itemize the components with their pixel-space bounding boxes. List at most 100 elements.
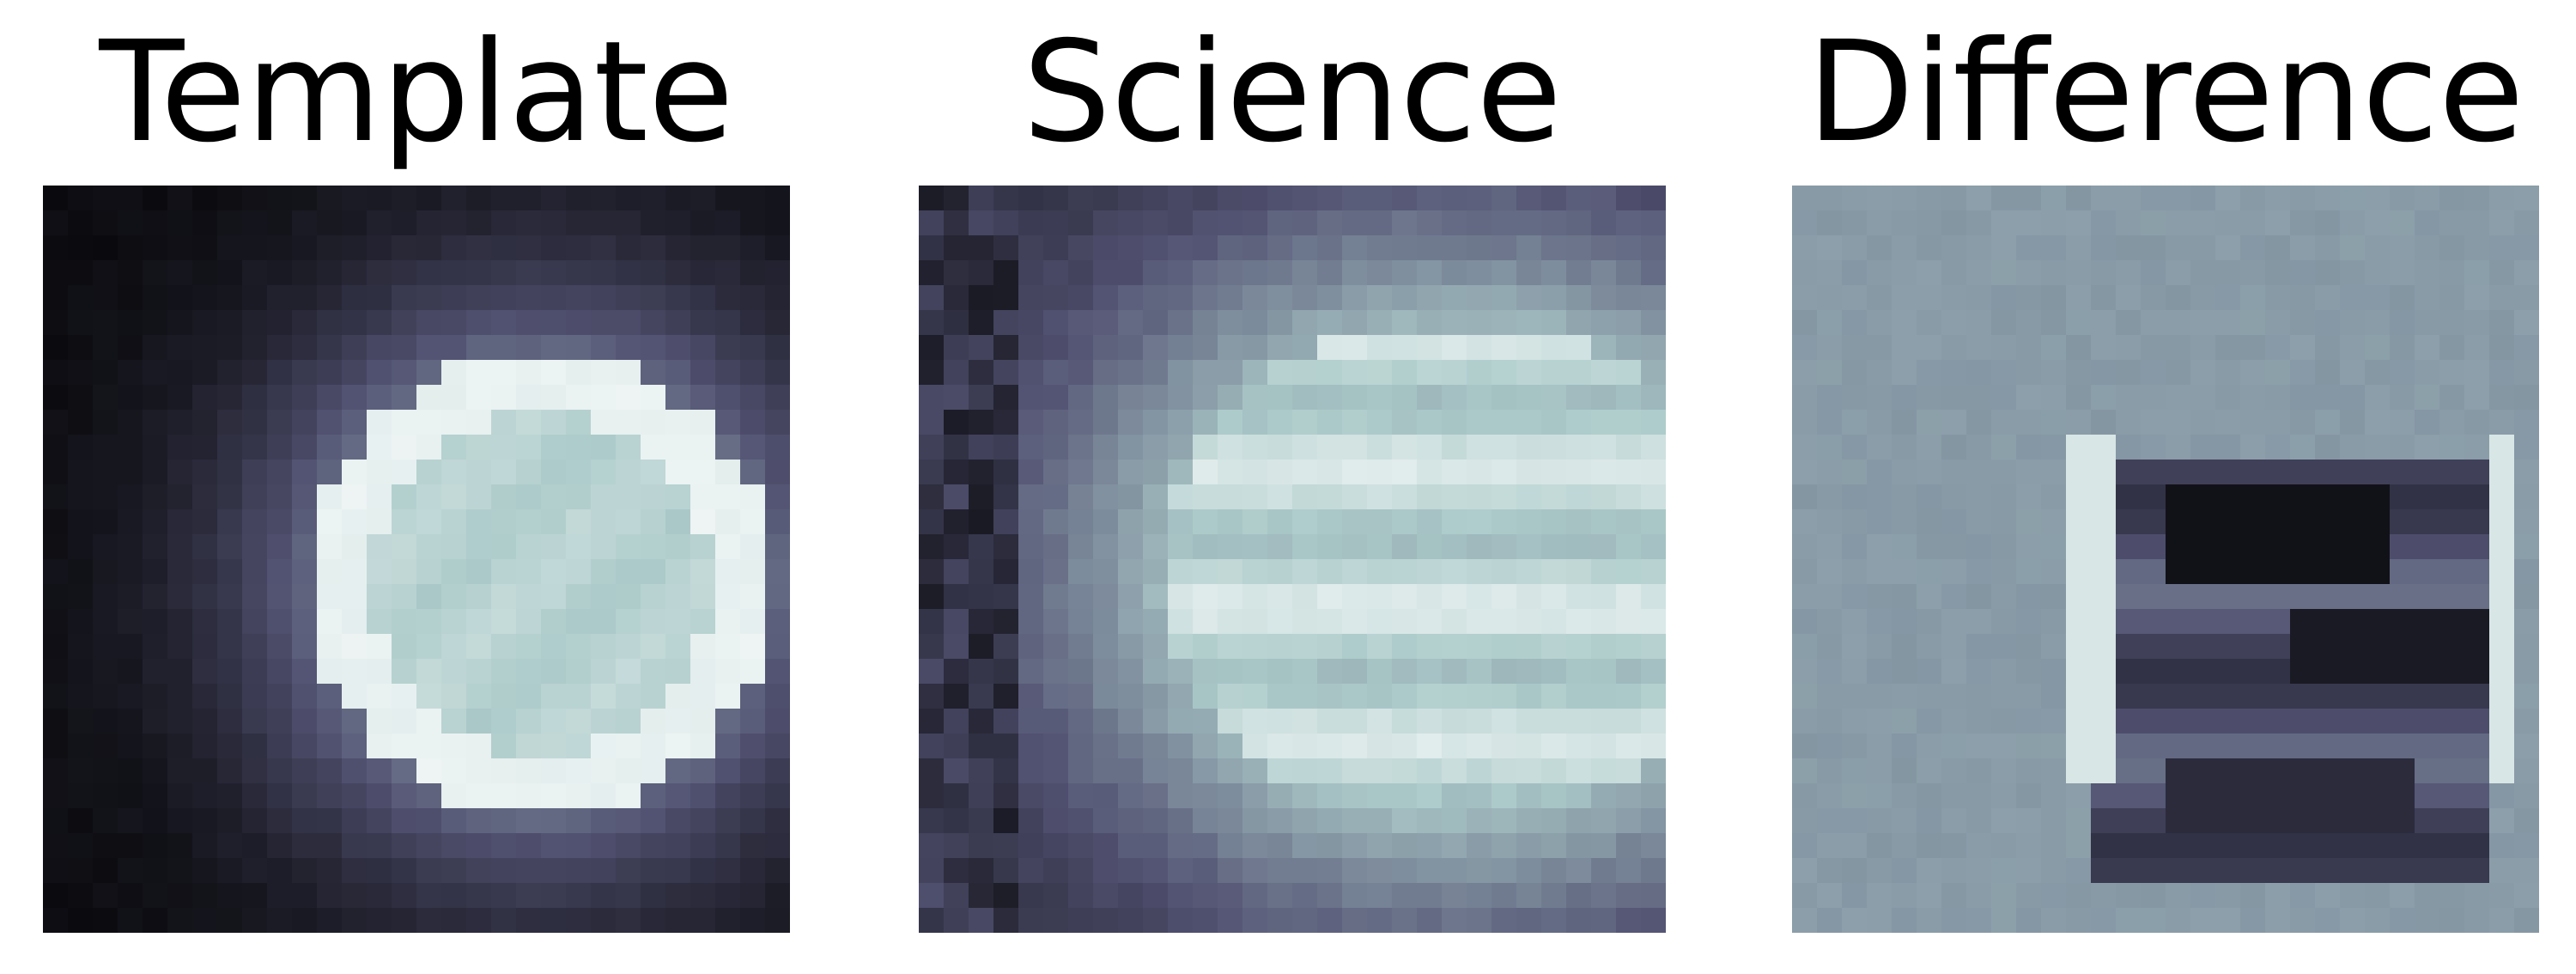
template-pixel: [167, 260, 193, 286]
difference-pixel: [2240, 410, 2266, 435]
template-pixel: [267, 584, 293, 610]
science-pixel: [1541, 260, 1567, 286]
difference-pixel: [1966, 883, 1992, 909]
science-pixel: [1367, 484, 1393, 510]
template-pixel: [690, 186, 716, 211]
template-pixel: [466, 709, 492, 734]
science-pixel: [1616, 534, 1642, 560]
difference-pixel: [1817, 285, 1843, 311]
template-pixel: [616, 709, 641, 734]
science-pixel: [1093, 210, 1119, 236]
science-pixel: [1392, 709, 1418, 734]
template-pixel: [665, 634, 691, 660]
difference-pixel: [1817, 684, 1843, 709]
template-pixel: [217, 808, 243, 834]
template-pixel: [93, 534, 118, 560]
science-pixel: [1492, 659, 1517, 685]
difference-pixel: [2166, 559, 2191, 585]
science-pixel: [1018, 659, 1044, 685]
template-pixel: [317, 833, 343, 859]
template-pixel: [43, 210, 69, 236]
difference-pixel: [2240, 509, 2266, 535]
difference-pixel: [2464, 559, 2490, 585]
difference-pixel: [2041, 509, 2067, 535]
science-pixel: [1392, 634, 1418, 660]
template-pixel: [416, 335, 442, 361]
template-pixel: [93, 509, 118, 535]
difference-pixel: [1917, 460, 1942, 485]
template-pixel: [641, 310, 666, 336]
difference-pixel: [2315, 783, 2341, 809]
template-pixel: [765, 210, 790, 236]
difference-pixel: [1892, 460, 1917, 485]
template-pixel: [292, 310, 318, 336]
difference-pixel: [2066, 509, 2092, 535]
template-pixel: [591, 858, 617, 884]
difference-pixel: [1917, 734, 1942, 759]
difference-pixel: [2464, 385, 2490, 411]
template-image: [43, 186, 790, 933]
template-pixel: [616, 310, 641, 336]
template-pixel: [242, 285, 268, 311]
template-pixel: [367, 709, 392, 734]
difference-pixel: [2439, 410, 2465, 435]
difference-pixel: [2340, 534, 2366, 560]
science-pixel: [1342, 709, 1368, 734]
template-pixel: [192, 609, 218, 635]
template-pixel: [616, 908, 641, 933]
science-pixel: [1317, 783, 1343, 809]
template-pixel: [491, 609, 517, 635]
difference-pixel: [2016, 186, 2042, 211]
science-pixel: [1442, 709, 1467, 734]
science-pixel: [1591, 734, 1617, 759]
science-pixel: [1093, 734, 1119, 759]
science-pixel: [1417, 634, 1443, 660]
science-pixel: [1168, 659, 1194, 685]
template-pixel: [641, 808, 666, 834]
difference-pixel: [2415, 758, 2440, 784]
template-pixel: [665, 659, 691, 685]
difference-pixel: [2365, 385, 2391, 411]
template-pixel: [43, 484, 69, 510]
difference-image: [1792, 186, 2539, 933]
template-pixel: [118, 783, 143, 809]
difference-pixel: [2116, 833, 2142, 859]
difference-pixel: [2215, 186, 2241, 211]
template-pixel: [317, 609, 343, 635]
template-pixel: [342, 833, 368, 859]
science-pixel: [1093, 634, 1119, 660]
template-pixel: [68, 509, 94, 535]
template-pixel: [441, 285, 467, 311]
template-pixel: [765, 509, 790, 535]
template-pixel: [665, 435, 691, 460]
difference-pixel: [1867, 435, 1893, 460]
difference-pixel: [1867, 534, 1893, 560]
difference-pixel: [1867, 908, 1893, 933]
difference-pixel: [2365, 534, 2391, 560]
science-pixel: [1043, 908, 1069, 933]
difference-pixel: [1917, 310, 1942, 336]
difference-pixel: [1917, 385, 1942, 411]
difference-pixel: [2215, 758, 2241, 784]
science-pixel: [1417, 235, 1443, 261]
template-pixel: [143, 559, 168, 585]
difference-pixel: [1991, 460, 2017, 485]
science-pixel: [919, 484, 945, 510]
science-pixel: [1242, 858, 1268, 884]
difference-pixel: [2290, 709, 2316, 734]
science-pixel: [1342, 758, 1368, 784]
template-pixel: [566, 186, 592, 211]
difference-pixel: [2141, 808, 2166, 834]
template-pixel: [665, 385, 691, 411]
template-pixel: [491, 559, 517, 585]
difference-pixel: [2190, 858, 2216, 884]
science-pixel: [1118, 484, 1144, 510]
difference-pixel: [2091, 310, 2117, 336]
template-pixel: [740, 783, 766, 809]
difference-pixel: [2265, 659, 2291, 685]
template-pixel: [541, 509, 567, 535]
template-pixel: [441, 235, 467, 261]
science-pixel: [1342, 310, 1368, 336]
template-pixel: [217, 908, 243, 933]
science-pixel: [1442, 808, 1467, 834]
